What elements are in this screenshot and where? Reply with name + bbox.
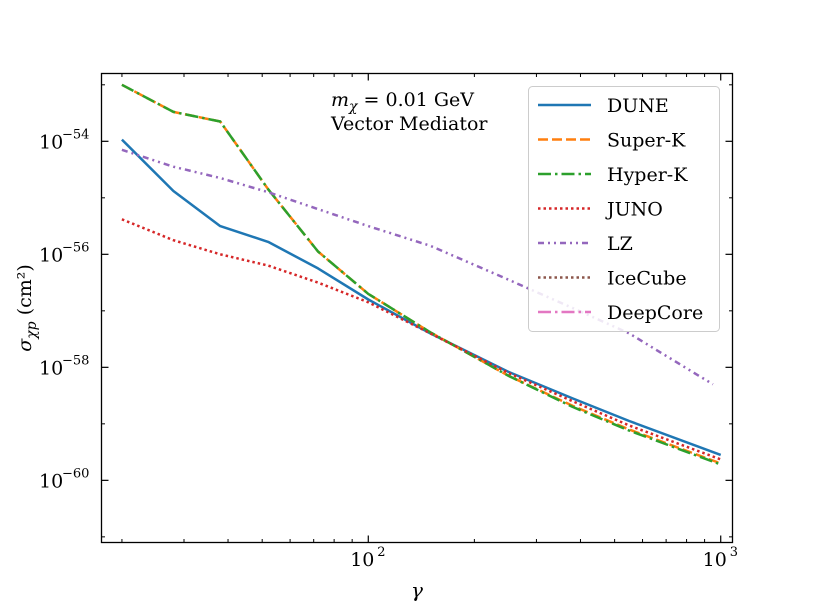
plot-frame xyxy=(100,72,734,544)
x-tick-exponent: 2 xyxy=(377,545,385,560)
y-axis-label: σχp (cm²) xyxy=(14,264,40,352)
legend-label-dune: DUNE xyxy=(607,95,669,117)
y-tick-label: 10 xyxy=(39,470,63,492)
legend-label-super-k: Super-K xyxy=(607,130,686,152)
legend: DUNE Super-K Hyper-K JUNO LZ IceCube DeepCore xyxy=(528,86,720,332)
y-tick-exponent: −56 xyxy=(62,240,89,255)
annotation-mediator: Vector Mediator xyxy=(330,113,488,135)
x-tick-exponent: 3 xyxy=(730,545,738,560)
series-line-juno xyxy=(121,218,722,461)
y-tick-label: 10 xyxy=(39,131,63,153)
legend-label-deepcore: DeepCore xyxy=(607,302,703,324)
series-line-dune xyxy=(121,138,722,457)
series-lines xyxy=(121,83,722,466)
y-axis-label-text: σχp (cm²) xyxy=(14,264,40,352)
legend-label-icecube: IceCube xyxy=(607,268,687,290)
legend-label-lz: LZ xyxy=(607,233,633,255)
y-tick-label: 10 xyxy=(39,357,63,379)
series-line-hyper-k xyxy=(121,83,722,466)
y-tick-label: 10 xyxy=(39,244,63,266)
series-line-lz xyxy=(121,148,714,386)
x-tick-label: 10 xyxy=(350,549,374,571)
y-tick-exponent: −54 xyxy=(62,127,89,142)
y-tick-exponent: −58 xyxy=(62,353,89,368)
y-tick-exponent: −60 xyxy=(62,466,89,481)
legend-label-hyper-k: Hyper-K xyxy=(607,164,688,186)
legend-label-juno: JUNO xyxy=(605,199,663,221)
annotation-mass: mχ = 0.01 GeV xyxy=(331,89,474,115)
x-axis-label: γ xyxy=(411,578,423,602)
x-tick-label: 10 xyxy=(703,549,727,571)
